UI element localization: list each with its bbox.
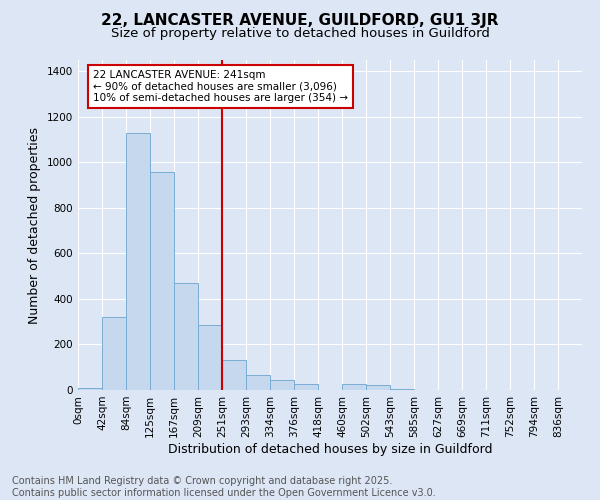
Bar	[270, 380, 294, 390]
Bar	[342, 384, 366, 390]
Text: 22, LANCASTER AVENUE, GUILDFORD, GU1 3JR: 22, LANCASTER AVENUE, GUILDFORD, GU1 3JR	[101, 12, 499, 28]
Bar	[294, 384, 318, 390]
Bar	[246, 374, 270, 390]
Bar	[222, 360, 246, 390]
X-axis label: Distribution of detached houses by size in Guildford: Distribution of detached houses by size …	[168, 442, 492, 456]
Bar	[102, 317, 126, 390]
Y-axis label: Number of detached properties: Number of detached properties	[28, 126, 41, 324]
Text: Size of property relative to detached houses in Guildford: Size of property relative to detached ho…	[110, 28, 490, 40]
Text: 22 LANCASTER AVENUE: 241sqm
← 90% of detached houses are smaller (3,096)
10% of : 22 LANCASTER AVENUE: 241sqm ← 90% of det…	[93, 70, 348, 103]
Bar	[78, 388, 102, 390]
Bar	[126, 133, 150, 390]
Bar	[174, 283, 198, 390]
Bar	[366, 386, 390, 390]
Bar	[198, 325, 222, 390]
Bar	[150, 172, 174, 390]
Text: Contains HM Land Registry data © Crown copyright and database right 2025.
Contai: Contains HM Land Registry data © Crown c…	[12, 476, 436, 498]
